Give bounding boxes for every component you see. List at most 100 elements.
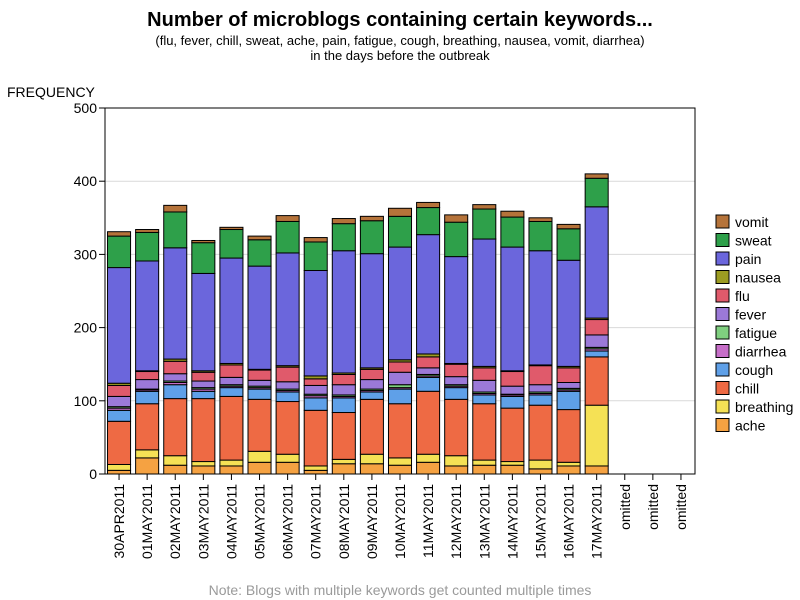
bar-segment-sweat bbox=[303, 241, 328, 272]
bar-segment-breathing bbox=[135, 449, 160, 459]
bar-segment-flu bbox=[387, 361, 413, 373]
x-tick-label: 06MAY2011 bbox=[280, 484, 296, 559]
bar-segment-cough bbox=[219, 387, 244, 397]
legend-swatch-nausea bbox=[715, 270, 730, 284]
bar-segment-pain bbox=[107, 267, 132, 384]
y-axis: 0 100 200 300 400 500 bbox=[74, 100, 105, 482]
bar-segment-sweat bbox=[500, 216, 525, 248]
bar-segment-fever bbox=[303, 384, 328, 395]
bar-segment-chill bbox=[275, 401, 300, 455]
bar-segment-breathing bbox=[444, 455, 469, 467]
bar-segment-fever bbox=[219, 376, 244, 386]
bar-segment-flu bbox=[556, 367, 581, 383]
bar-segment-breathing bbox=[416, 453, 441, 463]
bar-segment-flu bbox=[191, 371, 216, 382]
bar-segment-sweat bbox=[359, 220, 384, 255]
bar-segment-ache bbox=[472, 464, 497, 475]
bar-segment-pain bbox=[472, 238, 497, 367]
bar-segment-sweat bbox=[163, 211, 188, 249]
bar-segment-cough bbox=[556, 390, 581, 411]
bar-segment-sweat bbox=[135, 231, 160, 262]
bar-segment-fever bbox=[135, 379, 160, 390]
x-tick-label: 01MAY2011 bbox=[139, 484, 155, 559]
bar-segment-ache bbox=[303, 469, 328, 475]
bar-segment-cough bbox=[303, 397, 328, 411]
bar-segment-fever bbox=[387, 371, 413, 386]
bar-segment-breathing bbox=[219, 459, 244, 467]
bar-segment-pain bbox=[416, 234, 441, 355]
bar-segment-chill bbox=[556, 409, 581, 463]
y-tick-label: 200 bbox=[74, 320, 98, 336]
bar-segment-pain bbox=[528, 250, 553, 366]
bar-segment-pain bbox=[219, 257, 244, 364]
bar-segment-cough bbox=[163, 384, 188, 400]
legend-swatch-chill bbox=[715, 381, 730, 395]
bar-segment-ache bbox=[219, 465, 244, 475]
bars-layer bbox=[107, 173, 609, 475]
bar-segment-fever bbox=[444, 376, 469, 386]
bar-segment-ache bbox=[247, 461, 272, 475]
bar-segment-chill bbox=[135, 403, 160, 451]
bar-segment-pain bbox=[247, 265, 272, 370]
bar-segment-cough bbox=[331, 397, 356, 414]
x-tick-label: 04MAY2011 bbox=[223, 484, 239, 559]
bar-segment-ache bbox=[387, 464, 413, 475]
bar-segment-chill bbox=[191, 398, 216, 463]
legend-swatch-cough bbox=[715, 362, 730, 377]
legend-swatch-vomit bbox=[715, 214, 730, 229]
bar-segment-fever bbox=[556, 382, 581, 389]
bar-segment-ache bbox=[556, 465, 581, 475]
legend-label-diarrhea: diarrhea bbox=[735, 344, 787, 360]
legend-swatch-breathing bbox=[715, 399, 730, 414]
chart-subtitle: (flu, fever, chill, sweat, ache, pain, f… bbox=[155, 33, 645, 48]
bar-segment-vomit bbox=[416, 201, 441, 209]
bar-segment-sweat bbox=[387, 215, 413, 248]
bar-segment-breathing bbox=[556, 461, 581, 467]
bar-segment-cough bbox=[107, 409, 132, 422]
bar-segment-flu bbox=[247, 369, 272, 381]
bar-segment-sweat bbox=[107, 235, 132, 269]
bar-segment-flu bbox=[163, 360, 188, 375]
bar-segment-chill bbox=[247, 398, 272, 452]
bar-segment-cough bbox=[275, 391, 300, 403]
bar-segment-fever bbox=[584, 334, 609, 348]
bar-segment-chill bbox=[444, 398, 469, 457]
bar-segment-ache bbox=[584, 465, 609, 475]
bar-segment-sweat bbox=[472, 208, 497, 240]
bar-segment-flu bbox=[584, 319, 609, 336]
bar-segment-vomit bbox=[303, 237, 328, 243]
bar-segment-vomit bbox=[191, 239, 216, 244]
bar-segment-ache bbox=[135, 457, 160, 475]
y-tick-label: 300 bbox=[74, 246, 98, 262]
x-tick-label: 09MAY2011 bbox=[364, 484, 380, 559]
bar-segment-ache bbox=[359, 463, 384, 475]
bar-segment-sweat bbox=[331, 223, 356, 252]
bar-segment-chill bbox=[584, 356, 609, 406]
bar-segment-sweat bbox=[444, 221, 469, 258]
chart-subtitle-2: in the days before the outbreak bbox=[310, 48, 490, 63]
bar-segment-ache bbox=[163, 464, 188, 475]
bar-segment-fever bbox=[416, 367, 441, 375]
bar-segment-breathing bbox=[472, 459, 497, 466]
x-tick-label: 10MAY2011 bbox=[392, 484, 408, 559]
bar-segment-chill bbox=[387, 403, 413, 459]
legend-label-sweat: sweat bbox=[735, 233, 772, 249]
x-tick-label: 08MAY2011 bbox=[336, 484, 352, 559]
bar-segment-cough bbox=[500, 395, 525, 409]
bar-segment-cough bbox=[191, 390, 216, 400]
bar-segment-cough bbox=[472, 394, 497, 405]
x-tick-label: omitted bbox=[673, 484, 689, 530]
x-tick-label: omitted bbox=[617, 484, 633, 530]
legend-swatch-pain bbox=[715, 251, 730, 266]
bar-segment-chill bbox=[416, 390, 441, 455]
bar-segment-vomit bbox=[528, 217, 553, 222]
bar-segment-cough bbox=[416, 376, 441, 392]
y-tick-label: 100 bbox=[74, 393, 98, 409]
bar-segment-flu bbox=[331, 373, 356, 386]
y-tick-label: 500 bbox=[74, 100, 98, 116]
bar-segment-pain bbox=[500, 246, 525, 372]
bar-segment-flu bbox=[472, 367, 497, 381]
bar-segment-pain bbox=[584, 206, 609, 319]
legend-label-cough: cough bbox=[735, 362, 773, 378]
bar-segment-pain bbox=[331, 250, 356, 374]
